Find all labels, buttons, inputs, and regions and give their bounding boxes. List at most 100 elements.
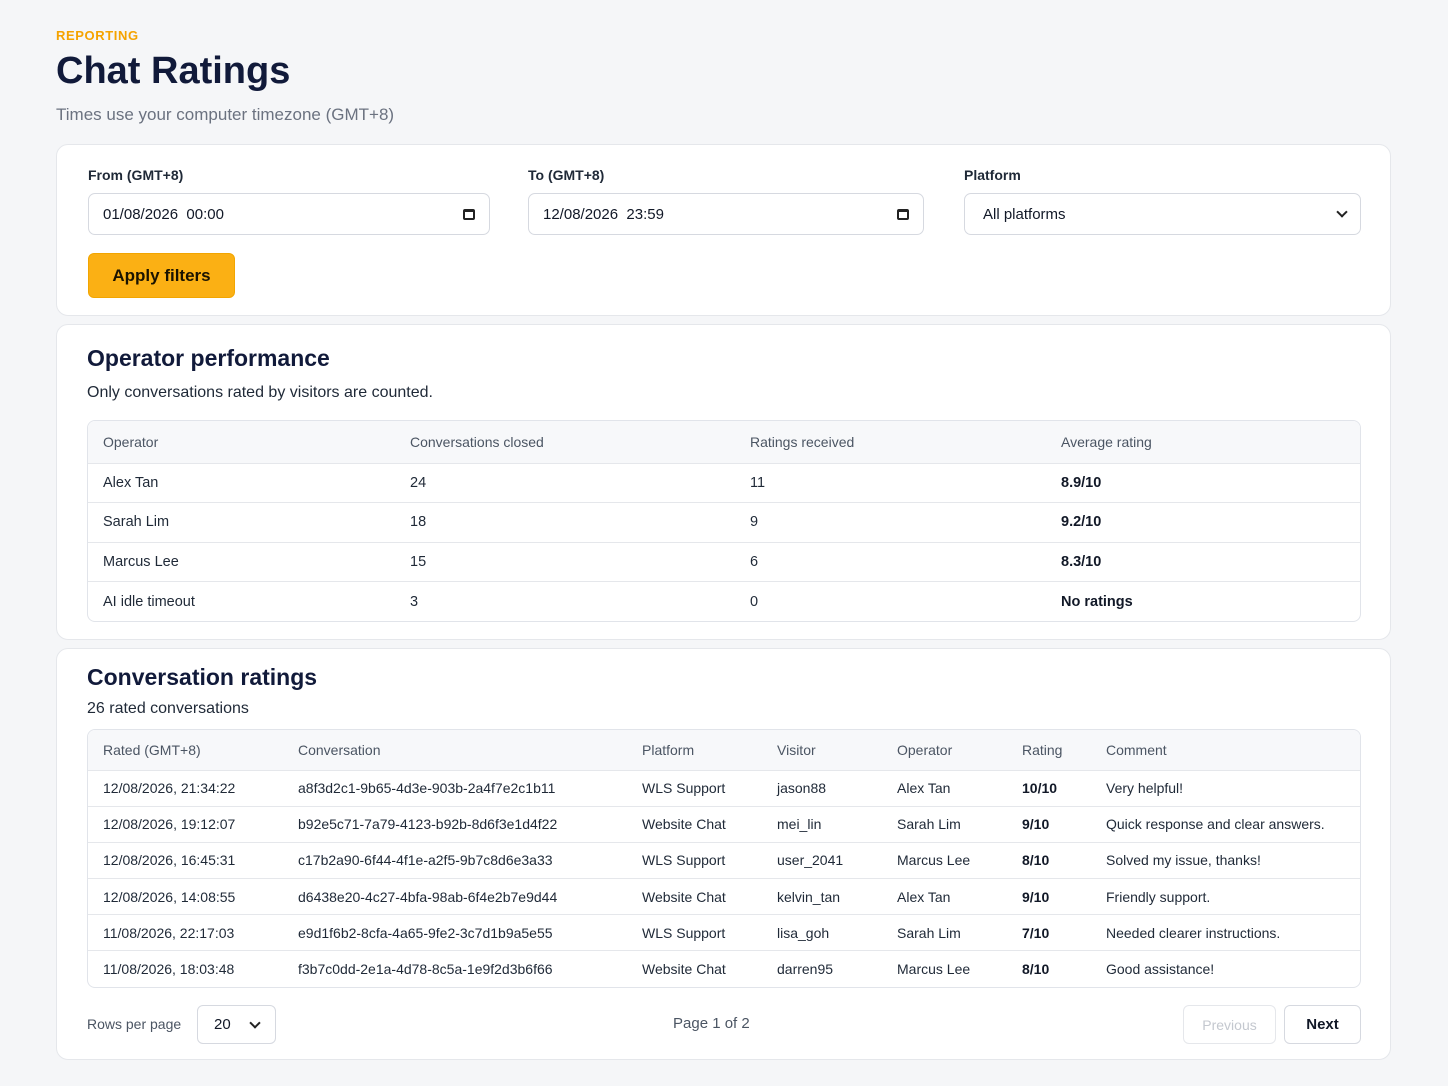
ratings-table-header: Rated (GMT+8) Conversation Platform Visi… [88,730,1360,770]
operator: Sarah Lim [882,805,1007,843]
column-header: Conversation [298,741,381,758]
column-header: Operator [897,741,953,758]
from-label: From (GMT+8) [88,167,184,183]
column-header: Platform [642,741,695,758]
ratings-received: 11 [735,462,1046,503]
conversation-id: c17b2a90-6f44-4f1e-a2f5-9b7c8d6e3a33 [283,841,627,879]
column-header: Operator [103,433,159,450]
table-row: 11/08/2026, 18:03:48 f3b7c0dd-2e1a-4d78-… [88,950,1360,988]
rating: 9/10 [1007,805,1091,843]
calendar-icon[interactable] [897,208,909,220]
page-title: Chat Ratings [56,50,291,92]
visitor: user_2041 [762,841,882,879]
column-header: Visitor [777,741,816,758]
chevron-down-icon [1336,206,1348,218]
rated-time: 12/08/2026, 14:08:55 [88,878,283,915]
rated-time: 11/08/2026, 18:03:48 [88,950,283,988]
page-eyebrow: REPORTING [56,28,139,43]
column-header: Ratings received [750,433,855,450]
operator-table-header: Operator Conversations closed Ratings re… [88,421,1360,463]
visitor: mei_lin [762,805,882,843]
conversations-closed: 15 [395,541,735,582]
platform-field: Platform All platforms [964,167,1361,235]
operator: Marcus Lee [882,841,1007,879]
rating: 9/10 [1007,878,1091,915]
rated-time: 12/08/2026, 21:34:22 [88,769,283,807]
rows-per-page-value: 20 [214,1016,231,1033]
conversations-closed: 3 [395,581,735,621]
table-row: 12/08/2026, 21:34:22 a8f3d2c1-9b65-4d3e-… [88,769,1360,807]
table-row: 12/08/2026, 19:12:07 b92e5c71-7a79-4123-… [88,805,1360,843]
rated-time: 11/08/2026, 22:17:03 [88,914,283,951]
operator-table: Operator Conversations closed Ratings re… [88,421,1360,621]
platform: Website Chat [627,805,762,843]
operator: Alex Tan [882,769,1007,807]
rating: 8/10 [1007,841,1091,879]
rating: 10/10 [1007,769,1091,807]
comment: Solved my issue, thanks! [1091,841,1360,879]
conversation-id: a8f3d2c1-9b65-4d3e-903b-2a4f7e2c1b11 [283,769,627,807]
visitor: darren95 [762,950,882,988]
table-row: Marcus Lee 15 6 8.3/10 [88,541,1360,582]
conversation-ratings-title: Conversation ratings [87,664,318,690]
chevron-down-icon [249,1016,261,1029]
platform: WLS Support [627,914,762,951]
operator-performance-card: Operator performance Only conversations … [56,324,1391,640]
to-field: To (GMT+8) 12/08/2026 23:59 [528,167,924,235]
conversation-id: e9d1f6b2-8cfa-4a65-9fe2-3c7d1b9a5e55 [283,914,627,951]
ratings-received: 9 [735,502,1046,542]
comment: Friendly support. [1091,878,1360,915]
table-row: 12/08/2026, 16:45:31 c17b2a90-6f44-4f1e-… [88,841,1360,879]
visitor: lisa_goh [762,914,882,951]
ratings-table: Rated (GMT+8) Conversation Platform Visi… [88,730,1360,988]
platform: WLS Support [627,841,762,879]
conversation-id: d6438e20-4c27-4bfa-98ab-6f4e2b7e9d44 [283,878,627,915]
rated-time: 12/08/2026, 19:12:07 [88,805,283,843]
ratings-received: 6 [735,541,1046,582]
operator-name: Marcus Lee [88,541,395,582]
operator: Sarah Lim [882,914,1007,951]
table-row: 11/08/2026, 22:17:03 e9d1f6b2-8cfa-4a65-… [88,914,1360,951]
column-header: Average rating [1061,433,1152,450]
operator-performance-subtitle: Only conversations rated by visitors are… [87,384,433,401]
comment: Needed clearer instructions. [1091,914,1360,951]
conversation-ratings-card: Conversation ratings 26 rated conversati… [56,648,1391,1060]
table-row: AI idle timeout 3 0 No ratings [88,581,1360,621]
previous-page-button[interactable]: Previous [1183,1005,1276,1044]
to-date-input[interactable]: 12/08/2026 23:59 [528,193,924,235]
operator-table-container: Operator Conversations closed Ratings re… [87,420,1361,622]
rows-per-page-select[interactable]: 20 [197,1005,276,1044]
average-rating: No ratings [1046,581,1360,621]
rating: 7/10 [1007,914,1091,951]
average-rating: 9.2/10 [1046,502,1360,542]
average-rating: 8.3/10 [1046,541,1360,582]
platform: Website Chat [627,950,762,988]
operator-name: AI idle timeout [88,581,395,621]
filters-card: From (GMT+8) 01/08/2026 00:00 To (GMT+8)… [56,144,1391,316]
operator: Marcus Lee [882,950,1007,988]
conversation-id: b92e5c71-7a79-4123-b92b-8d6f3e1d4f22 [283,805,627,843]
from-date-input[interactable]: 01/08/2026 00:00 [88,193,490,235]
platform: Website Chat [627,878,762,915]
table-row: Sarah Lim 18 9 9.2/10 [88,502,1360,542]
platform: WLS Support [627,769,762,807]
comment: Very helpful! [1091,769,1360,807]
calendar-icon[interactable] [463,208,475,220]
operator: Alex Tan [882,878,1007,915]
visitor: kelvin_tan [762,878,882,915]
rating: 8/10 [1007,950,1091,988]
conversation-ratings-count: 26 rated conversations [87,700,249,717]
platform-label: Platform [964,167,1021,183]
conversations-closed: 18 [395,502,735,542]
conversation-id: f3b7c0dd-2e1a-4d78-8c5a-1e9f2d3b6f66 [283,950,627,988]
table-row: 12/08/2026, 14:08:55 d6438e20-4c27-4bfa-… [88,878,1360,915]
from-field: From (GMT+8) 01/08/2026 00:00 [88,167,490,235]
column-header: Rating [1022,741,1063,758]
operator-name: Alex Tan [88,462,395,503]
column-header: Conversations closed [410,433,544,450]
next-page-button[interactable]: Next [1284,1005,1361,1044]
visitor: jason88 [762,769,882,807]
apply-filters-button[interactable]: Apply filters [88,253,235,298]
platform-select[interactable]: All platforms [964,193,1361,235]
column-header: Rated (GMT+8) [103,741,201,758]
